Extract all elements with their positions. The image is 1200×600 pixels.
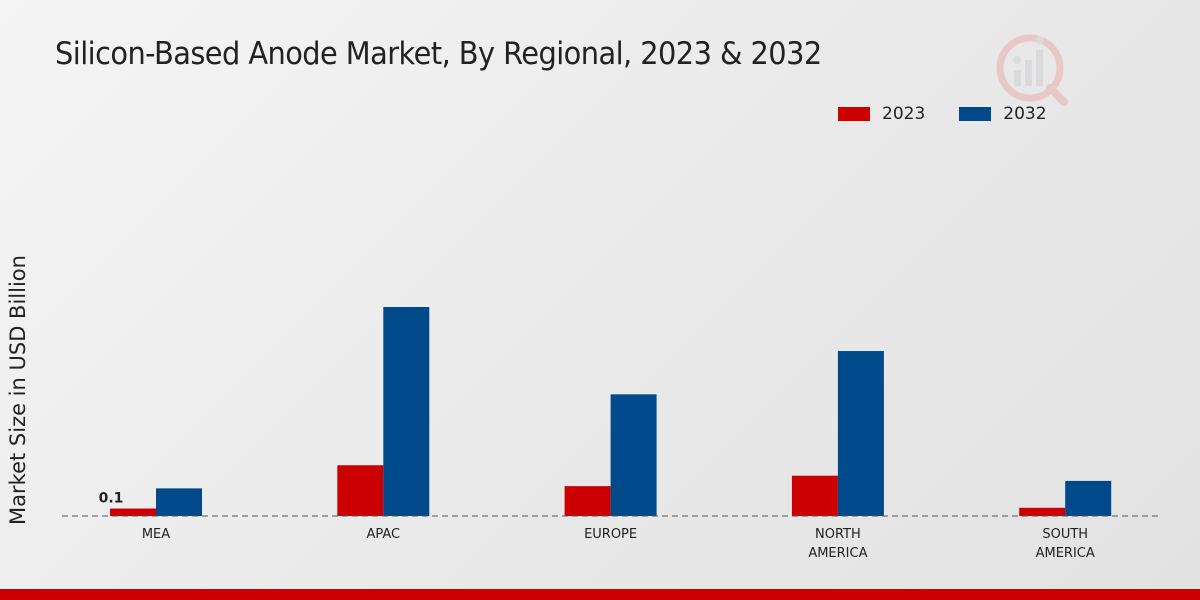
legend-swatch-2032: [959, 107, 992, 121]
bar-2023-south-america: [1019, 507, 1066, 516]
legend-item-2032: 2032: [959, 104, 1047, 124]
legend-label-2032: 2032: [1003, 104, 1047, 124]
legend: 2023 2032: [838, 104, 1081, 124]
bar-2023-north-america: [791, 475, 838, 516]
bottom-accent-bar: [0, 589, 1200, 600]
x-tick-label: SOUTH: [1042, 527, 1088, 542]
bar-2032-mea: [156, 488, 202, 516]
x-tick-label: APAC: [366, 527, 400, 542]
brand-logo-icon: [996, 34, 1068, 106]
bar-2032-north-america: [837, 351, 884, 516]
x-tick-label: AMERICA: [808, 546, 867, 561]
bar-2032-south-america: [1065, 480, 1112, 516]
x-tick-label: NORTH: [815, 527, 861, 542]
bar-2023-apac: [337, 465, 384, 516]
x-tick-label: MEA: [142, 527, 170, 542]
x-tick-label: EUROPE: [584, 527, 637, 542]
bar-2032-europe: [610, 394, 657, 516]
legend-label-2023: 2023: [882, 104, 926, 124]
chart-title: Silicon-Based Anode Market, By Regional,…: [55, 36, 822, 72]
legend-swatch-2023: [838, 107, 870, 121]
x-tick-label: AMERICA: [1036, 546, 1095, 561]
legend-item-2023: 2023: [838, 104, 925, 124]
bar-2023-europe: [564, 486, 611, 516]
bar-2023-mea: [110, 508, 156, 516]
bar-2032-apac: [383, 307, 430, 516]
data-label: 0.1: [99, 491, 124, 507]
